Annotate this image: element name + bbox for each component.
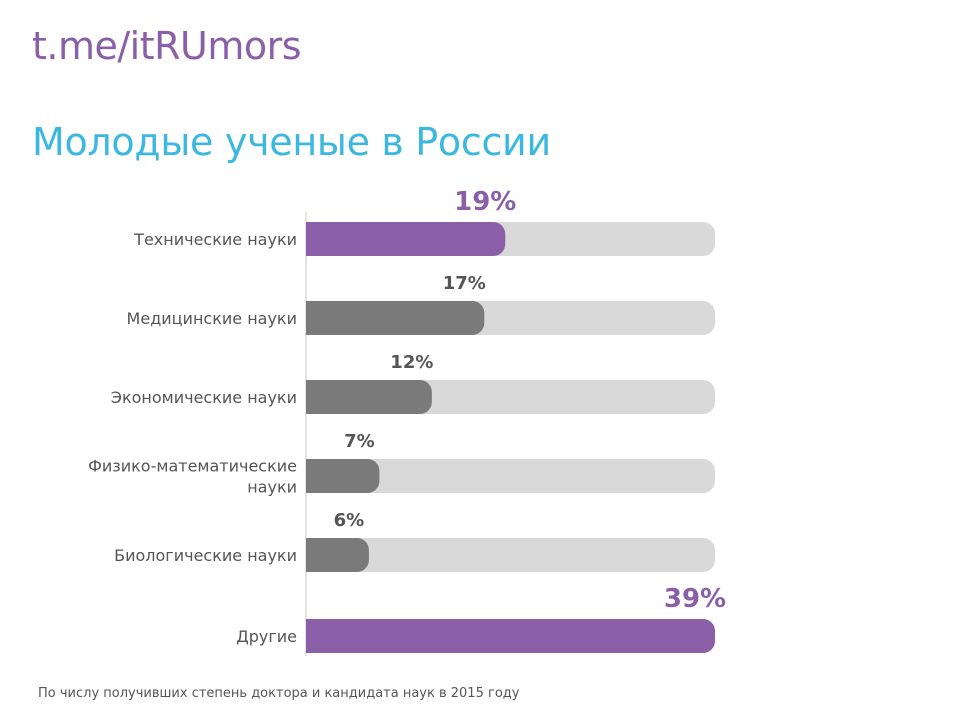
category-label: Физико-математические	[88, 457, 297, 476]
bar	[306, 459, 380, 493]
bar-value-label: 39%	[664, 584, 726, 614]
category-label: науки	[247, 478, 297, 497]
bar	[306, 538, 369, 572]
bar-value-label: 17%	[443, 273, 486, 294]
chart-title: Молодые ученые в России	[32, 120, 551, 164]
bar-track	[306, 459, 715, 493]
bar	[306, 619, 715, 653]
bar-track	[306, 538, 715, 572]
footnote: По числу получивших степень доктора и ка…	[38, 686, 520, 701]
bar-value-label: 19%	[454, 187, 516, 217]
bar	[306, 222, 506, 256]
bar-value-label: 6%	[334, 510, 365, 531]
category-label: Биологические науки	[114, 546, 297, 565]
category-label: Другие	[236, 627, 297, 646]
bar-value-label: 7%	[344, 431, 375, 452]
category-label: Экономические науки	[111, 388, 297, 407]
category-label: Технические науки	[133, 230, 297, 249]
bar-value-label: 12%	[390, 352, 433, 373]
bar	[306, 380, 432, 414]
category-label: Медицинские науки	[127, 309, 297, 328]
bar	[306, 301, 485, 335]
brand-link: t.me/itRUmors	[32, 24, 302, 68]
